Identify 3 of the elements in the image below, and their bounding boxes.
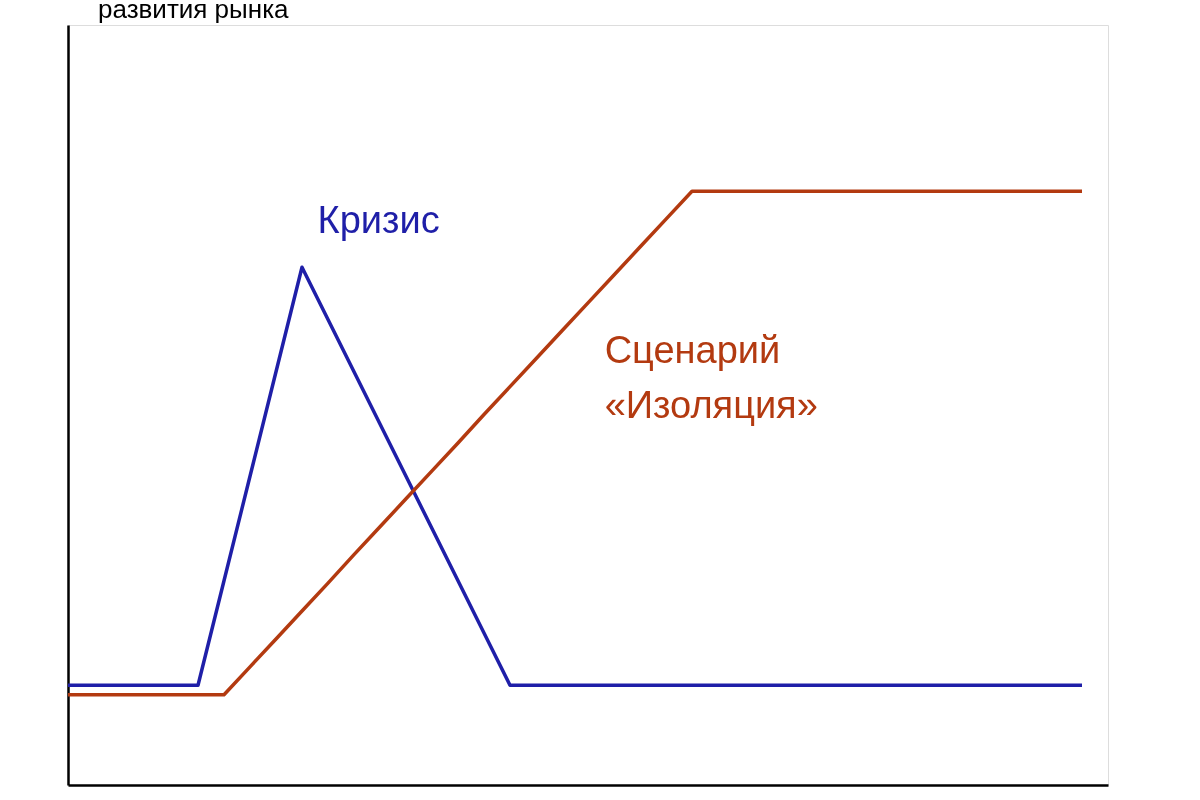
series-label: Кризис xyxy=(317,198,440,241)
series-label: Сценарий «Изоляция» xyxy=(604,329,818,427)
text: развития рынка xyxy=(98,0,290,24)
